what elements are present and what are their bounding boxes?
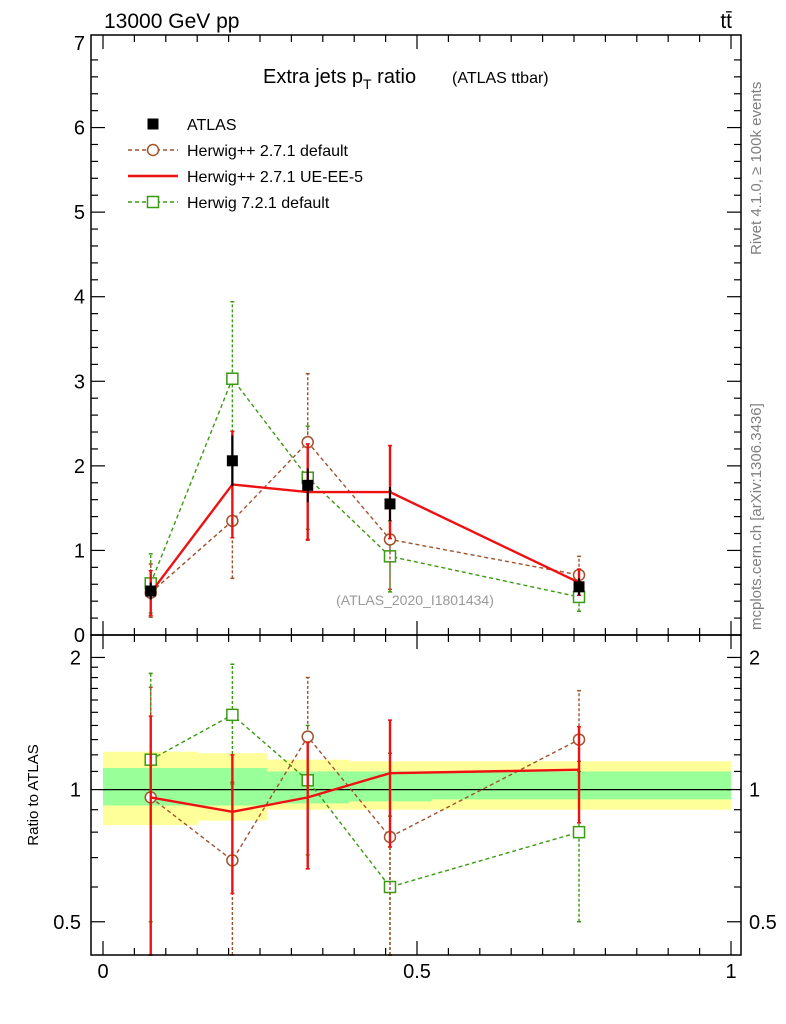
legend-label: Herwig++ 2.7.1 UE-EE-5 bbox=[187, 169, 363, 186]
y-tick-label: 7 bbox=[74, 33, 85, 55]
main-data-point bbox=[302, 479, 314, 491]
legend-item-herwig721_default: Herwig 7.2.1 default bbox=[128, 195, 330, 212]
plot-title-extra: (ATLAS ttbar) bbox=[452, 70, 549, 87]
x-tick-label: 0 bbox=[97, 961, 108, 983]
legend: ATLAS Herwig++ 2.7.1 default Herwig++ 2.7.… bbox=[128, 117, 363, 212]
legend-label: ATLAS bbox=[187, 117, 237, 134]
y-tick-label: 4 bbox=[74, 287, 85, 309]
ratio-y-tick-label-right: 1 bbox=[749, 780, 760, 802]
main-data-point bbox=[226, 372, 239, 385]
legend-marker bbox=[146, 143, 160, 157]
legend-item-herwig271_default: Herwig++ 2.7.1 default bbox=[128, 143, 349, 160]
legend-label: Herwig 7.2.1 default bbox=[187, 195, 330, 212]
x-tick-label: 1 bbox=[725, 961, 736, 983]
main-data-point bbox=[384, 498, 396, 510]
y-tick-label: 2 bbox=[74, 456, 85, 478]
rivet-version-label: Rivet 4.1.0, ≥ 100k events bbox=[748, 82, 765, 255]
main-series-line bbox=[149, 483, 580, 594]
main-panel: 0 1 2 3 4 5 6 7 Extra jets pT ratio (ATLAS ttba… bbox=[74, 33, 742, 647]
ratio-data-point bbox=[301, 730, 314, 743]
y-tick-label: 5 bbox=[74, 202, 85, 224]
y-tick-label: 0 bbox=[74, 625, 85, 647]
ratio-series-herwig271_ueee5 bbox=[148, 715, 582, 956]
legend-item-atlas: ATLAS bbox=[147, 117, 237, 134]
y-tick-label: 6 bbox=[74, 118, 85, 140]
main-series-herwig271_default bbox=[144, 372, 586, 618]
main-series-line bbox=[150, 377, 580, 598]
ratio-y-tick-label-right: 0.5 bbox=[749, 912, 777, 934]
main-data-point bbox=[573, 581, 585, 593]
x-tick-label: 0.5 bbox=[403, 961, 431, 983]
ratio-series-line bbox=[150, 768, 580, 814]
ratio-plot-frame bbox=[90, 634, 742, 956]
mcplots-label: mcplots.cern.ch [arXiv:1306.3436] bbox=[748, 403, 765, 630]
plot-title: Extra jets pT ratio bbox=[263, 66, 416, 92]
main-series-herwig721_default bbox=[144, 301, 586, 614]
main-data-point bbox=[145, 585, 157, 597]
main-data-point bbox=[226, 455, 238, 467]
ratio-data-point bbox=[226, 708, 239, 722]
process-label: tt̄ bbox=[720, 10, 732, 33]
main-series-atlas bbox=[145, 435, 585, 600]
plot-title-main: Extra jets p bbox=[263, 66, 363, 88]
main-series-line bbox=[150, 441, 580, 594]
legend-marker bbox=[146, 195, 160, 209]
y-tick-label: 3 bbox=[74, 371, 85, 393]
ratio-y-tick-label: 2 bbox=[70, 647, 81, 669]
plot-title-suffix: ratio bbox=[372, 66, 416, 88]
ratio-panel: 0.5 0.5 1 1 2 2 0 0.5 1 Ratio to ATLAS bbox=[25, 634, 777, 983]
legend-item-herwig271_ueee5: Herwig++ 2.7.1 UE-EE-5 bbox=[128, 169, 363, 186]
ratio-y-tick-label-right: 2 bbox=[749, 647, 760, 669]
ratio-y-tick-label: 1 bbox=[70, 780, 81, 802]
ratio-data-point bbox=[572, 825, 586, 839]
ratio-y-tick-label: 0.5 bbox=[53, 912, 81, 934]
analysis-label: (ATLAS_2020_I1801434) bbox=[336, 592, 494, 608]
legend-label: Herwig++ 2.7.1 default bbox=[187, 143, 349, 160]
main-series-herwig271_ueee5 bbox=[148, 430, 582, 617]
ratio-ylabel: Ratio to ATLAS bbox=[25, 744, 42, 845]
uncertainty-band-inner bbox=[431, 771, 731, 800]
legend-marker bbox=[147, 118, 159, 130]
energy-label: 13000 GeV pp bbox=[104, 10, 239, 33]
plot-title-subscript: T bbox=[363, 76, 372, 92]
y-tick-label: 1 bbox=[74, 540, 85, 562]
